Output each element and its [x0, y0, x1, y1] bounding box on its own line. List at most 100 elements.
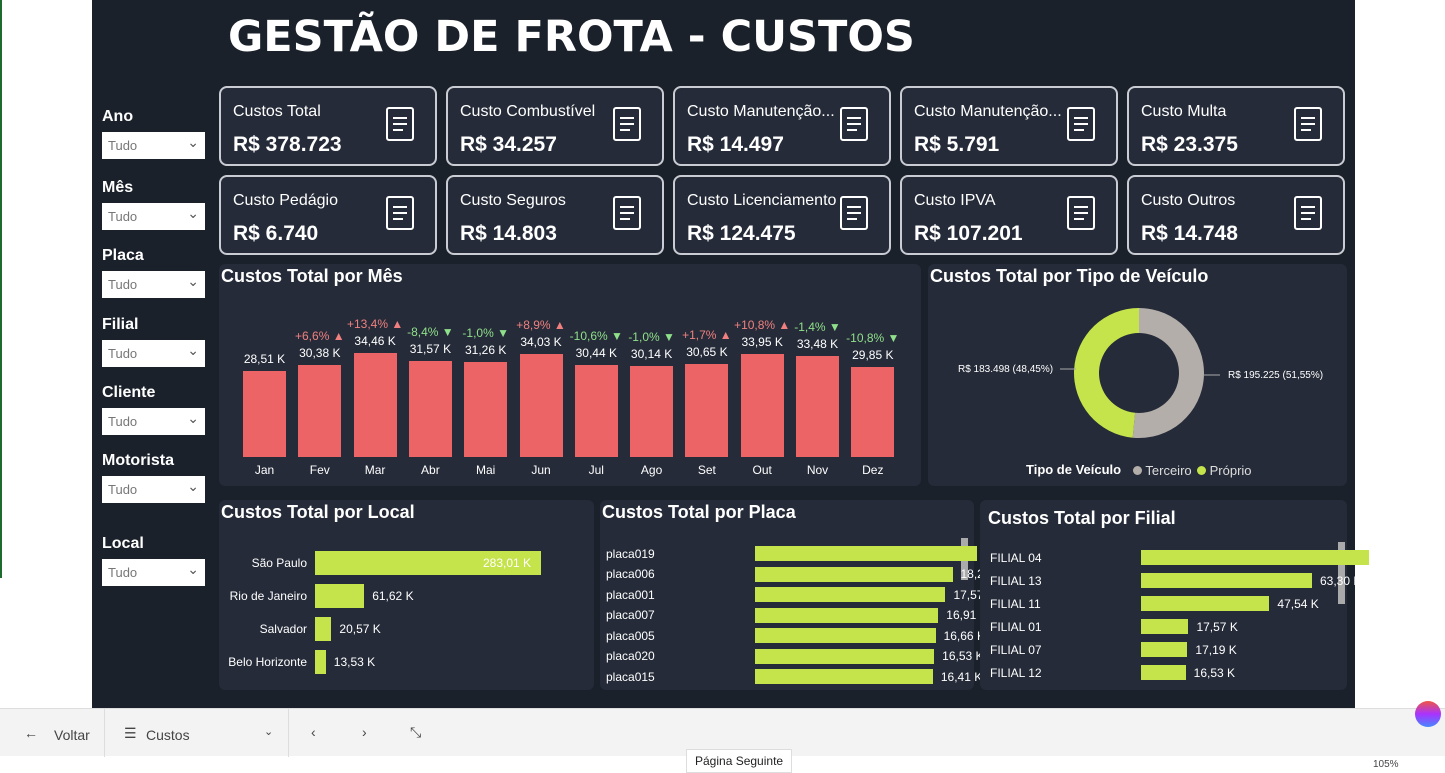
bottom-bar: ← Voltar ☰ Custos ⌄ ‹ › ⤡ Página Seguint…: [0, 701, 1445, 773]
category-label: placa015: [606, 669, 655, 684]
filter-label: Motorista: [102, 452, 174, 469]
data-label: 16,66 K: [943, 628, 985, 643]
back-arrow-icon[interactable]: ←: [24, 725, 38, 741]
filter-dropdown[interactable]: Tudo ⌄: [102, 559, 205, 586]
filter-value: Tudo: [108, 414, 138, 429]
bar[interactable]: [1141, 550, 1369, 565]
legend-marker: [1133, 466, 1142, 475]
bar[interactable]: [353, 352, 397, 457]
kpi-value: R$ 14.748: [1141, 222, 1238, 245]
bar[interactable]: [630, 365, 674, 457]
bar[interactable]: [1141, 573, 1312, 588]
filter-dropdown[interactable]: Tudo ⌄: [102, 132, 205, 159]
legend-label: Terceiro: [1145, 463, 1192, 478]
data-label: 17,57 K: [1196, 619, 1238, 634]
bar[interactable]: [740, 354, 784, 457]
kpi-value: R$ 34.257: [460, 133, 557, 156]
filter-4: Cliente Tudo ⌄: [102, 384, 205, 435]
data-label: 16,91 K: [946, 608, 988, 622]
next-page-button[interactable]: ›: [362, 724, 367, 740]
chevron-down-icon: ⌄: [187, 561, 199, 577]
bar[interactable]: [315, 650, 326, 674]
bar[interactable]: [315, 617, 332, 641]
kpi-value: R$ 107.201: [914, 222, 1023, 245]
slice-Terceiro[interactable]: [1132, 308, 1204, 438]
data-label: 283,01 K: [483, 556, 532, 570]
bar[interactable]: [685, 364, 729, 457]
bar[interactable]: [755, 566, 953, 582]
filter-value: Tudo: [108, 565, 138, 580]
scrollbar[interactable]: [1338, 542, 1345, 604]
bar[interactable]: [315, 584, 365, 608]
bar[interactable]: [315, 551, 541, 575]
bar[interactable]: [755, 607, 939, 623]
slice-label: R$ 195.225 (51,55%): [1228, 370, 1324, 381]
local-chart: Custos Total por Local São Paulo 283,01 K…: [219, 500, 594, 690]
kpi-value: R$ 378.723: [233, 133, 342, 156]
filter-dropdown[interactable]: Tudo ⌄: [102, 340, 205, 367]
slice-Próprio[interactable]: [1074, 308, 1139, 438]
bar[interactable]: [243, 370, 286, 457]
bar[interactable]: [755, 669, 933, 684]
bar[interactable]: [755, 546, 977, 561]
category-label: placa005: [606, 628, 655, 643]
category-label: FILIAL 01: [990, 619, 1042, 634]
legend-item[interactable]: Próprio: [1197, 463, 1252, 478]
data-label: 33,48 K: [796, 336, 839, 351]
bar[interactable]: [755, 628, 936, 643]
filter-1: Mês Tudo ⌄: [102, 179, 205, 230]
chart-title: Custos Total por Filial: [988, 508, 1176, 528]
legend-marker: [1197, 466, 1206, 475]
data-label: 61,62 K: [372, 589, 414, 603]
data-label: 20,57 K: [339, 622, 381, 636]
filter-2: Placa Tudo ⌄: [102, 247, 205, 298]
chart-title: Custos Total por Mês: [221, 266, 403, 286]
legend-item[interactable]: Terceiro: [1133, 463, 1192, 478]
data-label: 13,53 K: [333, 655, 376, 669]
data-label: 16,53 K: [942, 649, 984, 663]
back-button[interactable]: Voltar: [54, 727, 90, 743]
previous-page-button[interactable]: ‹: [311, 724, 316, 740]
kpi-label: Custo IPVA: [914, 192, 996, 209]
kpi-card: Custo Manutenção... R$ 14.497: [673, 86, 891, 166]
data-label: 17,19 K: [1195, 642, 1237, 657]
bar[interactable]: [574, 364, 618, 457]
bar[interactable]: [1141, 665, 1186, 680]
filter-dropdown[interactable]: Tudo ⌄: [102, 408, 205, 435]
chevron-down-icon: ⌄: [187, 273, 199, 289]
bar[interactable]: [519, 353, 563, 457]
category-label: FILIAL 12: [990, 665, 1042, 680]
bar[interactable]: [796, 355, 839, 457]
window-edge: [0, 0, 2, 578]
x-tick-label: Ago: [640, 463, 663, 477]
filter-dropdown[interactable]: Tudo ⌄: [102, 271, 205, 298]
bar[interactable]: [851, 366, 895, 457]
collapse-icon[interactable]: ⤡: [410, 724, 422, 740]
kpi-card: Custo Seguros R$ 14.803: [446, 175, 664, 255]
category-label: placa001: [606, 587, 655, 602]
filter-label: Filial: [102, 316, 139, 333]
filter-dropdown[interactable]: Tudo ⌄: [102, 476, 205, 503]
bar[interactable]: [755, 587, 946, 602]
filter-dropdown[interactable]: Tudo ⌄: [102, 203, 205, 230]
copilot-icon[interactable]: [1415, 701, 1441, 727]
bar[interactable]: [1141, 642, 1188, 657]
bar[interactable]: [755, 648, 935, 664]
chevron-down-icon[interactable]: ⌄: [264, 726, 274, 738]
filter-5: Motorista Tudo ⌄: [102, 452, 205, 503]
bar[interactable]: [298, 364, 342, 457]
kpi-value: R$ 14.497: [687, 133, 784, 156]
filter-3: Filial Tudo ⌄: [102, 316, 205, 367]
data-label: 29,85 K: [852, 347, 894, 362]
category-label: Belo Horizonte: [228, 655, 307, 669]
bar[interactable]: [408, 361, 452, 457]
page-selector[interactable]: Custos: [146, 727, 190, 743]
data-label: 16,41 K: [940, 669, 983, 684]
bar[interactable]: [1141, 596, 1270, 611]
variation-label: +1,7% ▲: [682, 328, 732, 343]
data-label: 31,57 K: [409, 342, 452, 357]
bar[interactable]: [1141, 619, 1189, 634]
bar[interactable]: [464, 362, 508, 457]
data-label: 34,46 K: [354, 333, 396, 348]
filter-label: Ano: [102, 108, 134, 125]
